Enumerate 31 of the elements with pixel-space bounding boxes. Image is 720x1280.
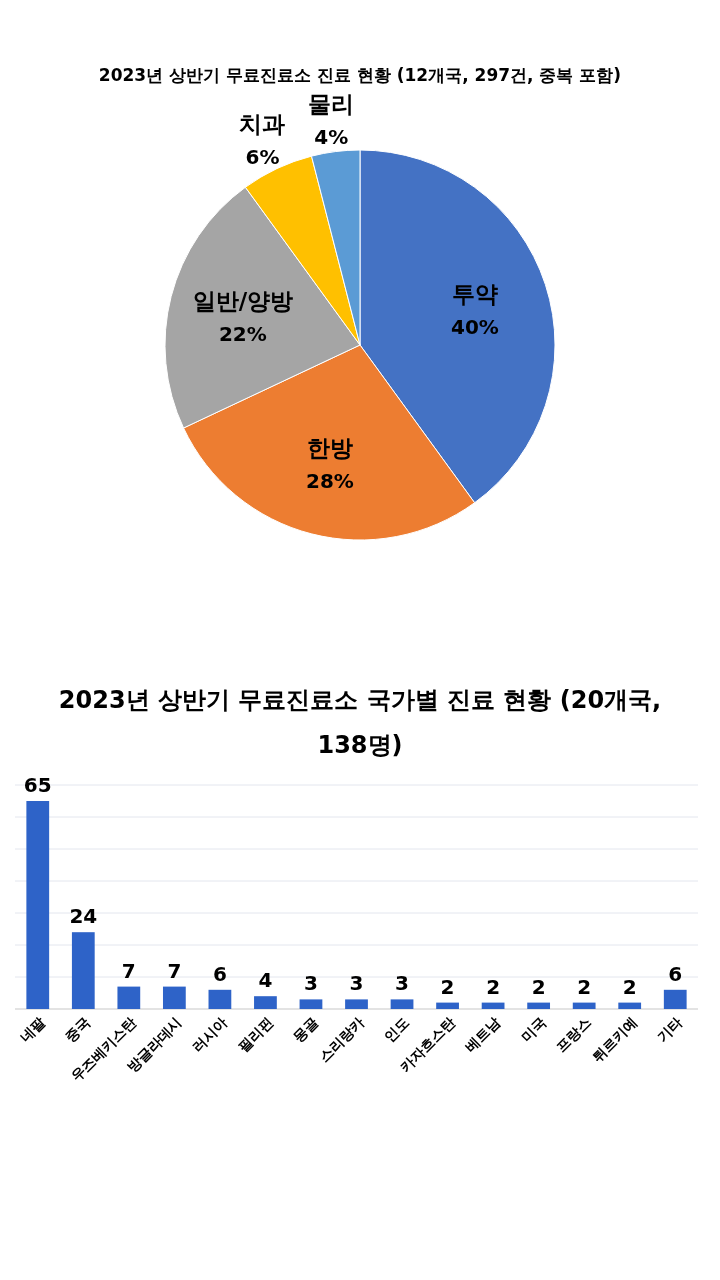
data-label: 3 [395,971,409,996]
data-label: 6 [212,961,227,986]
slice-label: 투약 [451,280,498,307]
slice-label: 물리 [308,90,355,117]
data-label: 7 [167,958,182,983]
data-label: 4% [314,124,349,149]
data-label: 65 [23,773,52,797]
data-label: 2 [531,974,546,999]
slice-label: 한방 [306,435,353,462]
chart-title: 2023년 상반기 무료진료소 국가별 진료 현황 (20개국, 138명) [57,685,663,761]
x-tick-label: 몽골 [289,1013,322,1045]
data-label: 4 [258,968,273,993]
data-label: 3 [304,971,318,996]
data-label: 2 [440,974,455,999]
data-label: 6 [668,961,683,986]
data-label: 3 [349,971,364,996]
x-tick-label: 미국 [517,1013,549,1045]
slice-label: 치과 [239,110,286,137]
x-tick-label: 네팔 [16,1013,48,1045]
x-tick-label: 기타 [654,1013,686,1045]
slice-label: 일반/양방 [192,287,294,314]
data-label: 22% [218,321,267,346]
data-label: 6% [245,144,280,169]
data-label: 7 [121,958,136,983]
chart-title: 2023년 상반기 무료진료소 진료 현황 (12개국, 297건, 중복 포함) [97,64,623,87]
data-label: 40% [451,314,499,339]
data-label: 2 [622,974,637,999]
data-label: 24 [69,904,98,929]
data-label: 28% [306,469,354,494]
data-label: 2 [486,974,501,999]
data-label: 2 [577,974,592,999]
